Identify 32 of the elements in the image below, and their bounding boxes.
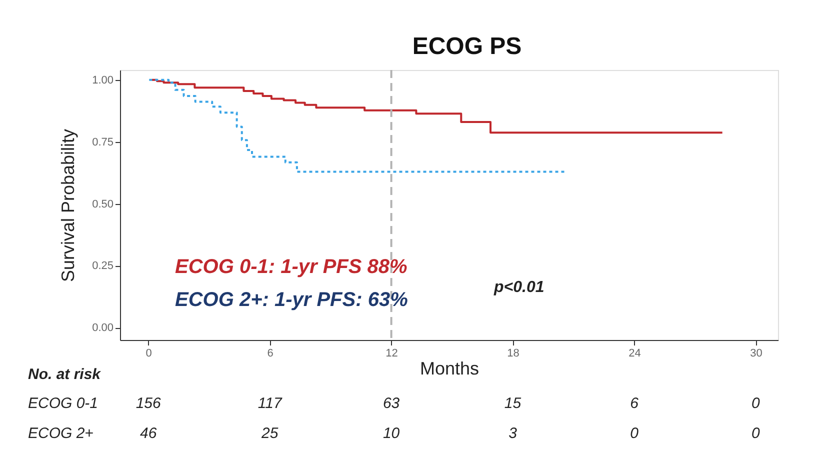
text: 46 [140, 425, 158, 442]
text: 156 [136, 395, 162, 412]
text: 0 [630, 425, 640, 442]
x-tick-label: 18 [507, 348, 520, 360]
text: No. at risk [28, 366, 102, 383]
y-tick-label: 0.75 [92, 136, 114, 148]
text: 25 [260, 425, 279, 442]
x-axis-title: Months [420, 358, 480, 378]
x-tick-label: 0 [146, 348, 152, 360]
y-tick-label: 1.00 [92, 74, 114, 86]
y-tick-label: 0.00 [92, 322, 114, 334]
text: 117 [258, 395, 282, 412]
x-tick-label: 12 [386, 348, 398, 360]
x-tick-label: 30 [750, 348, 762, 360]
annotation: p<0.01 [493, 279, 544, 296]
chart-title: ECOG PS [412, 33, 522, 60]
text: 63 [382, 395, 400, 412]
text: 3 [508, 425, 518, 442]
y-axis-title: Survival Probability [58, 128, 78, 282]
x-tick-label: 6 [267, 348, 274, 360]
annotation: ECOG 0-1: 1-yr PFS 88% [175, 256, 408, 278]
y-tick-label: 0.25 [92, 260, 114, 272]
text: 0 [752, 425, 761, 442]
text: 10 [382, 425, 400, 442]
text: ECOG 0-1 [28, 395, 98, 412]
text: 0 [752, 395, 761, 412]
text: 15 [504, 395, 522, 412]
annotation: ECOG 2+: 1-yr PFS: 63% [175, 289, 408, 311]
x-tick-label: 24 [628, 348, 641, 360]
text: 6 [630, 395, 640, 412]
y-tick-label: 0.50 [92, 198, 114, 210]
text: ECOG 2+ [28, 425, 94, 442]
